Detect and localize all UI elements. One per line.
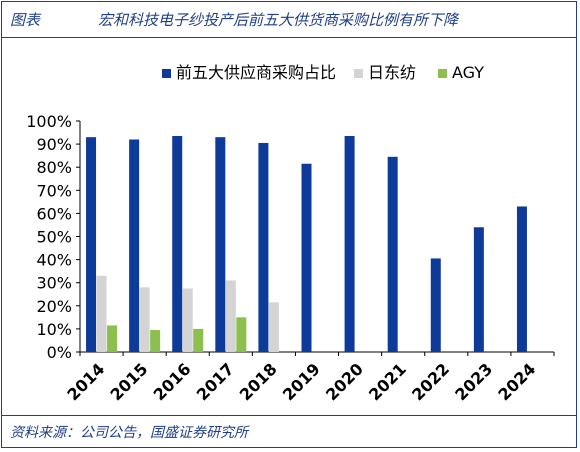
bar (344, 136, 355, 352)
source-note: 资料来源：公司公告，国盛证券研究所 (10, 425, 248, 441)
y-tick-label: 10% (36, 320, 72, 339)
x-tick-label: 2022 (408, 359, 453, 404)
bar-chart: 0%10%20%30%40%50%60%70%80%90%100%2014201… (26, 63, 555, 404)
x-tick-label: 2021 (365, 359, 410, 404)
x-tick-label: 2019 (279, 359, 324, 404)
y-tick-label: 90% (36, 135, 72, 154)
bar (182, 288, 193, 352)
figure-footer: 资料来源：公司公告，国盛证券研究所 (2, 415, 576, 447)
bar (236, 317, 247, 352)
bar (430, 258, 441, 352)
x-tick-label: 2016 (150, 359, 195, 404)
x-tick-label: 2024 (494, 359, 539, 404)
x-tick-label: 2014 (63, 359, 108, 404)
bar (301, 163, 312, 352)
y-tick-label: 20% (36, 297, 72, 316)
y-tick-label: 100% (26, 112, 72, 131)
bar (139, 287, 150, 352)
y-tick-label: 60% (36, 204, 72, 223)
x-tick-label: 2018 (236, 359, 281, 404)
y-tick-label: 70% (36, 181, 72, 200)
y-tick-label: 80% (36, 158, 72, 177)
x-tick-label: 2020 (322, 359, 367, 404)
x-tick-label: 2023 (451, 359, 496, 404)
figure-label: 图表 (10, 11, 41, 29)
bar (387, 156, 398, 352)
bar (516, 206, 527, 352)
bar (86, 137, 97, 352)
legend-label: 日东纺 (368, 63, 416, 82)
bar (107, 325, 118, 352)
bar (215, 137, 226, 352)
figure-header: 图表 宏和科技电子纱投产后前五大供货商采购比例有所下降 (2, 2, 576, 38)
y-tick-label: 50% (36, 228, 72, 247)
bar (172, 136, 183, 352)
bar (268, 302, 279, 352)
legend-swatch (162, 69, 171, 78)
legend-swatch (354, 69, 363, 78)
y-tick-label: 40% (36, 251, 72, 270)
bar (258, 142, 269, 352)
legend-swatch (438, 69, 447, 78)
bar (225, 280, 236, 352)
bar (150, 330, 161, 352)
figure-title: 宏和科技电子纱投产后前五大供货商采购比例有所下降 (98, 11, 459, 29)
y-tick-label: 30% (36, 274, 72, 293)
legend-label: 前五大供应商采购占比 (176, 63, 336, 82)
x-tick-label: 2015 (107, 359, 152, 404)
bar (96, 275, 107, 352)
y-tick-label: 0% (47, 343, 72, 362)
x-tick-label: 2017 (193, 359, 238, 404)
bar (193, 328, 204, 352)
bar (473, 227, 484, 352)
bar (129, 139, 140, 352)
legend-label: AGY (452, 63, 484, 82)
